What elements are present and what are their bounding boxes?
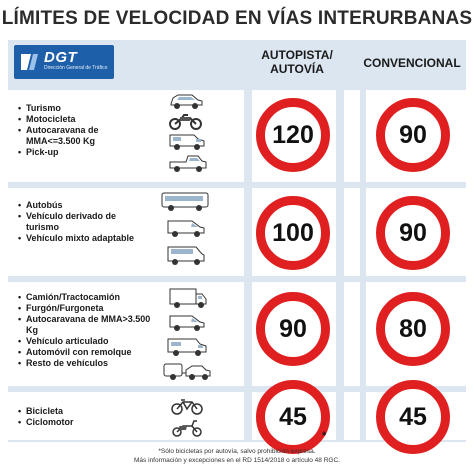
list-item: Motocicleta (18, 114, 146, 125)
row-2-vehicle-list: Autobús Vehículo derivado de turismo Veh… (18, 200, 146, 244)
speed-limit-sign-autopista: 100 (256, 196, 330, 270)
column-header-convencional: CONVENCIONAL (363, 56, 461, 70)
footnote-line-1: *Sólo bicicletas por autovía, salvo proh… (158, 448, 316, 455)
speed-limit-sign-convencional: 90 (376, 196, 450, 270)
van-icon (167, 220, 205, 237)
list-item: Vehículo mixto adaptable (18, 233, 146, 244)
page-title: LÍMITES DE VELOCIDAD EN VÍAS INTERURBANA… (1, 8, 473, 29)
motorhome-icon (167, 338, 207, 356)
speed-limit-sign-autopista: 90 (256, 292, 330, 366)
dgt-logo-text: DGT (44, 49, 78, 66)
speed-limit-sign-autopista: 120 (256, 98, 330, 172)
speed-limit-sign-convencional: 45 (376, 380, 450, 454)
row-1-spacer (344, 90, 360, 182)
list-item: Resto de vehículos (18, 358, 160, 369)
list-item: Vehículo derivado de turismo (18, 211, 146, 233)
bicycle-icon (171, 399, 203, 415)
list-item: Bicicleta (18, 406, 146, 417)
dgt-logo: DGT Dirección General de Tráfico (14, 45, 114, 79)
row-2-spacer (344, 188, 360, 276)
row-1-vehicle-list: Turismo Motocicleta Autocaravana de MMA<… (18, 103, 146, 158)
list-item: Automóvil con remolque (18, 347, 160, 358)
bus-icon (161, 192, 209, 211)
row-4-vehicle-list: Bicicleta Ciclomotor (18, 406, 146, 428)
list-item: Furgón/Furgoneta (18, 303, 160, 314)
column-header-autopista-line1: AUTOPISTA/ (261, 48, 333, 62)
asterisk-note-marker: * (322, 430, 327, 442)
row-3-spacer (344, 282, 360, 386)
row-4-spacer (344, 392, 360, 440)
motorhome-icon (169, 134, 205, 150)
truck-icon (169, 288, 207, 308)
dgt-emblem-icon (21, 54, 38, 70)
car-icon (170, 94, 203, 109)
column-header-autopista-line2: AUTOVÍA (270, 62, 324, 76)
dgt-logo-subtitle: Dirección General de Tráfico (44, 65, 108, 71)
minibus-icon (167, 246, 205, 265)
list-item: Ciclomotor (18, 417, 146, 428)
motorcycle-icon (169, 114, 202, 130)
speed-limit-sign-convencional: 90 (376, 98, 450, 172)
moped-icon (172, 420, 202, 437)
row-3-vehicle-list: Camión/Tractocamión Furgón/Furgoneta Aut… (18, 292, 160, 369)
list-item: Turismo (18, 103, 146, 114)
column-header-autopista: AUTOPISTA/ AUTOVÍA (252, 48, 342, 76)
speed-limit-sign-convencional: 80 (376, 292, 450, 366)
van-icon (169, 315, 205, 331)
footnote-line-2: Más información y excepciones en el RD 1… (134, 457, 340, 464)
list-item: Vehículo articulado (18, 336, 160, 347)
list-item: Autobús (18, 200, 146, 211)
pickup-icon (169, 155, 207, 172)
speed-limit-sign-autopista: 45 (256, 380, 330, 454)
list-item: Autocaravana de MMA<=3.500 Kg (18, 125, 146, 147)
trailer-icon (163, 363, 211, 380)
list-item: Pick-up (18, 147, 146, 158)
list-item: Camión/Tractocamión (18, 292, 160, 303)
list-item: Autocaravana de MMA>3.500 Kg (18, 314, 160, 336)
